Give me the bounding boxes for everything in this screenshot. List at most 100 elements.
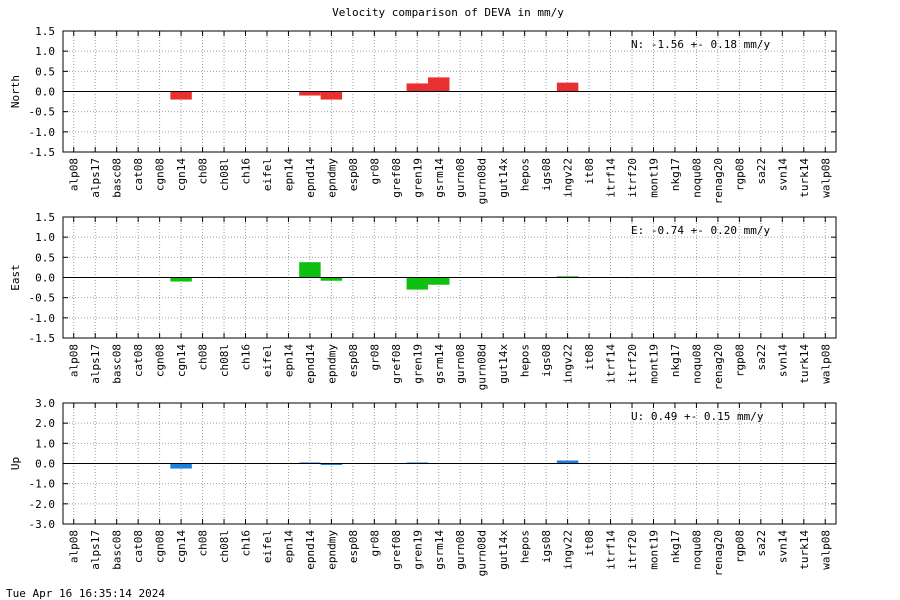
y-tick-label: 1.0 xyxy=(35,231,55,244)
x-tick-label: cat08 xyxy=(132,158,145,191)
panel-east: 1.5 1.0 0.5 0.0 -0.5 -1.0 -1.5 alp08 alps17 basc0… xyxy=(9,211,837,390)
y-tick-label: -1.0 xyxy=(29,126,56,139)
x-tick-label: svn14 xyxy=(776,530,789,563)
x-tick-label: cgn14 xyxy=(175,530,188,563)
y-tick-label: 0.0 xyxy=(35,458,55,471)
x-tick-label: igs08 xyxy=(540,344,553,377)
x-tick-label: alps17 xyxy=(89,530,102,570)
x-tick-label: rgp08 xyxy=(733,344,746,377)
y-tick-label: -1.0 xyxy=(29,312,56,325)
x-tick-label: epnd14 xyxy=(304,344,317,384)
timestamp: Tue Apr 16 16:35:14 2024 xyxy=(6,587,165,600)
x-tick-label: rgp08 xyxy=(733,158,746,191)
bar-cgn14 xyxy=(170,463,192,469)
x-tick-label: gr08 xyxy=(368,158,381,185)
x-tick-label: esp08 xyxy=(347,158,360,191)
x-tick-label: gsrm14 xyxy=(433,158,446,198)
x-tick-label: ch08l xyxy=(218,158,231,191)
x-tick-label: gurn08d xyxy=(476,344,489,390)
plot-frame xyxy=(62,216,837,339)
x-tick-label: sa22 xyxy=(755,344,768,371)
x-tick-label: gref08 xyxy=(390,158,403,198)
plot-frame xyxy=(62,30,837,153)
y-axis-label: Up xyxy=(9,457,22,470)
x-tick-label: gref08 xyxy=(390,530,403,570)
x-tick-label: itrf20 xyxy=(626,530,639,570)
velocity-annotation: U: 0.49 +- 0.15 mm/y xyxy=(631,410,764,423)
bar-cgn14 xyxy=(170,91,192,100)
x-tick-label: gr08 xyxy=(368,530,381,557)
x-tick-label: gut14x xyxy=(497,158,510,198)
x-tick-label: ch08l xyxy=(218,530,231,563)
bar-gsrm14 xyxy=(428,277,450,285)
y-tick-label: 1.0 xyxy=(35,437,55,450)
y-tick-label: 3.0 xyxy=(35,397,55,410)
x-tick-label: basc08 xyxy=(111,530,124,570)
x-tick-label: ch08l xyxy=(218,344,231,377)
bar-cgn14 xyxy=(170,277,192,282)
x-tick-label: turk14 xyxy=(798,158,811,198)
x-tick-label: svn14 xyxy=(776,158,789,191)
y-tick-label: 1.5 xyxy=(35,211,55,224)
y-tick-label: -2.0 xyxy=(29,498,56,511)
chart-title: Velocity comparison of DEVA in mm/y xyxy=(332,6,564,19)
bar-gren19 xyxy=(406,277,429,290)
x-tick-label: cgn14 xyxy=(175,344,188,377)
bar-gsrm14 xyxy=(428,77,450,92)
x-tick-label: turk14 xyxy=(798,344,811,384)
y-tick-label: -1.0 xyxy=(29,478,56,491)
x-tick-label: ingv22 xyxy=(562,158,575,198)
x-tick-label: alps17 xyxy=(89,344,102,384)
x-tick-label: walp08 xyxy=(819,158,832,198)
x-tick-label: ingv22 xyxy=(562,530,575,570)
x-tick-label: nkg17 xyxy=(669,344,682,377)
panel-north: 1.5 1.0 0.5 0.0 -0.5 -1.0 -1.5 alp08 alps17 basc0… xyxy=(9,25,837,204)
x-tick-label: nkg17 xyxy=(669,158,682,191)
x-tick-label: epnd14 xyxy=(304,158,317,198)
x-tick-label: walp08 xyxy=(819,344,832,384)
y-tick-label: -1.5 xyxy=(29,146,56,159)
x-tick-label: igs08 xyxy=(540,158,553,191)
y-tick-label: 0.0 xyxy=(35,272,55,285)
x-tick-label: gut14x xyxy=(497,344,510,384)
panel-up: 3.0 2.0 1.0 0.0 -1.0 -2.0 -3.0 alp08 alps17 basc0… xyxy=(9,397,837,576)
x-tick-label: basc08 xyxy=(111,344,124,384)
x-tick-label: itrf14 xyxy=(605,344,618,384)
velocity-annotation: E: -0.74 +- 0.20 mm/y xyxy=(631,224,770,237)
x-tick-label: mont19 xyxy=(647,530,660,570)
x-tick-label: noqu08 xyxy=(690,158,703,198)
x-tick-label: gsrm14 xyxy=(433,530,446,570)
x-tick-label: epn14 xyxy=(282,158,295,191)
x-tick-label: gurn08 xyxy=(454,530,467,570)
x-tick-label: gref08 xyxy=(390,344,403,384)
velocity-annotation: N: -1.56 +- 0.18 mm/y xyxy=(631,38,770,51)
x-tick-label: ingv22 xyxy=(562,344,575,384)
bar-epndmy xyxy=(320,91,343,100)
x-tick-label: cat08 xyxy=(132,344,145,377)
x-tick-label: epndmy xyxy=(325,158,338,198)
y-axis-label: North xyxy=(9,75,22,108)
x-tick-label: epndmy xyxy=(325,344,338,384)
x-tick-label: ch08 xyxy=(197,344,210,371)
x-tick-label: alp08 xyxy=(68,158,81,191)
y-axis-label: East xyxy=(9,264,22,291)
x-tick-label: gren19 xyxy=(411,530,424,570)
x-tick-label: sa22 xyxy=(755,530,768,557)
bar-epnd14 xyxy=(299,262,321,278)
x-tick-label: rgp08 xyxy=(733,530,746,563)
x-tick-label: cat08 xyxy=(132,530,145,563)
x-tick-label: cgn14 xyxy=(175,158,188,191)
x-tick-label: ch16 xyxy=(240,158,253,185)
x-tick-label: cgn08 xyxy=(154,158,167,191)
x-tick-label: esp08 xyxy=(347,530,360,563)
x-tick-label: mont19 xyxy=(647,158,660,198)
x-tick-label: noqu08 xyxy=(690,530,703,570)
x-tick-label: igs08 xyxy=(540,530,553,563)
bar-gren19 xyxy=(406,83,429,92)
y-tick-label: 0.5 xyxy=(35,251,55,264)
x-tick-label: hepos xyxy=(519,158,532,191)
bar-epndmy xyxy=(320,463,343,465)
x-tick-label: ch16 xyxy=(240,530,253,557)
bar-ingv22 xyxy=(556,82,579,92)
